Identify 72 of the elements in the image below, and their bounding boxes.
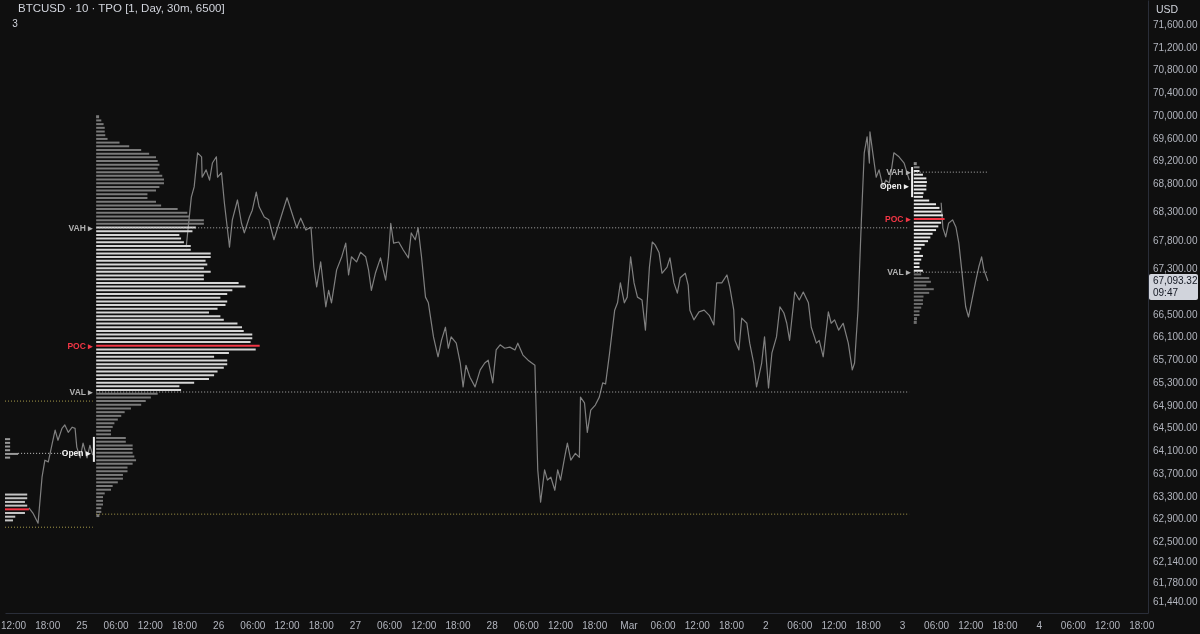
- annotation: POC ▸: [67, 340, 94, 351]
- x-tick-label: 06:00: [240, 620, 266, 631]
- x-tick-label: 12:00: [1095, 620, 1121, 631]
- y-tick-label: 70,800.00: [1153, 64, 1198, 76]
- y-tick-label: 65,700.00: [1153, 354, 1198, 366]
- y-tick-label: 70,400.00: [1153, 87, 1198, 99]
- x-tick-label: 06:00: [1060, 620, 1087, 631]
- y-tick-label: 62,900.00: [1153, 513, 1198, 525]
- text: 09:47: [1153, 287, 1179, 299]
- annotation: VAH ▸: [886, 167, 911, 178]
- annotation: VAL ▸: [887, 267, 911, 278]
- x-tick-label: 12:00: [821, 620, 847, 631]
- x-tick-label: 18:00: [35, 620, 61, 631]
- chart-title: BTCUSD · 10 · TPO [1, Day, 30m, 6500]: [18, 2, 225, 14]
- x-tick-label: 2: [762, 620, 769, 631]
- x-tick-label: 06:00: [103, 620, 130, 631]
- x-tick-label: 06:00: [787, 620, 813, 631]
- x-tick-label: 12:00: [137, 620, 164, 631]
- x-tick-label: 06:00: [513, 620, 540, 631]
- y-tick-label: 71,600.00: [1153, 19, 1198, 30]
- x-tick-label: 4: [1036, 620, 1043, 631]
- x-tick-label: 06:00: [650, 620, 677, 631]
- x-tick-label: 18:00: [308, 620, 335, 631]
- x-tick-label: 27: [349, 620, 362, 631]
- x-tick-label: 06:00: [377, 620, 403, 631]
- y-tick-label: 65,300.00: [1153, 376, 1198, 388]
- x-tick-label: 25: [76, 620, 88, 631]
- x-tick-label: 12:00: [411, 620, 437, 631]
- y-tick-label: 62,500.00: [1153, 535, 1198, 547]
- y-tick-label: 61,780.00: [1153, 576, 1198, 588]
- y-tick-label: 63,700.00: [1153, 467, 1198, 479]
- y-tick-label: 63,300.00: [1153, 490, 1198, 502]
- x-tick-label: 18:00: [992, 620, 1018, 631]
- x-tick-label: 26: [213, 620, 225, 631]
- annotation: Open ▸: [61, 448, 91, 459]
- y-tick-label: 69,200.00: [1153, 155, 1198, 167]
- y-tick-label: 64,100.00: [1153, 445, 1198, 457]
- x-tick-label: 18:00: [582, 620, 608, 631]
- y-axis-title: USD: [1156, 3, 1179, 15]
- y-tick-label: 71,200.00: [1153, 41, 1198, 53]
- x-tick-label: Mar: [620, 620, 639, 631]
- annotation: VAH ▸: [68, 222, 94, 233]
- y-tick-label: 61,440.00: [1153, 596, 1198, 608]
- x-tick-label: 12:00: [274, 620, 300, 631]
- x-tick-label: 3: [899, 620, 906, 631]
- x-tick-label: 12:00: [684, 620, 711, 631]
- y-tick-label: 68,300.00: [1153, 206, 1198, 218]
- y-tick-label: 67,800.00: [1153, 234, 1198, 246]
- x-tick-label: 18:00: [1129, 620, 1155, 631]
- y-tick-label: 67,300.00: [1153, 263, 1198, 275]
- x-tick-label: 18:00: [718, 620, 745, 631]
- y-tick-label: 68,800.00: [1153, 178, 1198, 190]
- annotation: Open ▸: [880, 181, 910, 192]
- y-tick-label: 64,500.00: [1153, 422, 1198, 434]
- y-tick-label: 66,500.00: [1153, 308, 1198, 320]
- y-tick-label: 62,140.00: [1153, 556, 1198, 568]
- x-tick-label: 12:00: [548, 620, 574, 631]
- y-tick-label: 64,900.00: [1153, 399, 1198, 411]
- x-tick-label: 18:00: [855, 620, 882, 631]
- annotation: VAL ▸: [69, 387, 94, 397]
- text: 67,093.32: [1153, 275, 1198, 287]
- annotation: POC ▸: [885, 214, 911, 225]
- y-tick-label: 70,000.00: [1153, 109, 1198, 121]
- x-tick-label: 18:00: [171, 620, 198, 631]
- x-tick-label: 12:00: [1, 620, 27, 631]
- x-tick-label: 28: [486, 620, 499, 631]
- x-tick-label: 12:00: [958, 620, 984, 631]
- y-tick-label: 69,600.00: [1153, 132, 1198, 144]
- annotation: 3: [12, 18, 19, 29]
- x-tick-label: 06:00: [924, 620, 950, 631]
- x-tick-label: 18:00: [445, 620, 471, 631]
- y-tick-label: 66,100.00: [1153, 331, 1198, 343]
